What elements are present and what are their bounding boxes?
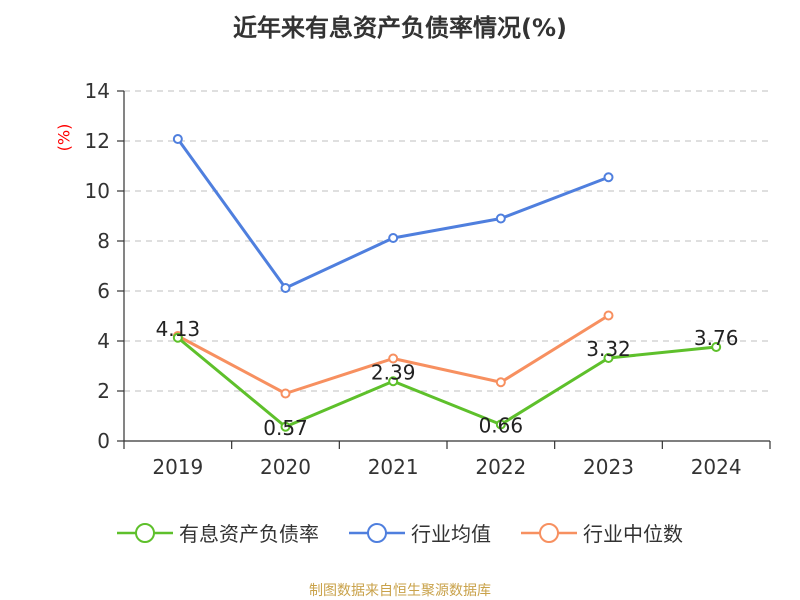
data-point (172, 332, 183, 343)
data-label: 2.39 (371, 360, 416, 384)
data-label: 4.13 (156, 317, 201, 341)
legend-item[interactable]: 有息资产负债率 (117, 518, 319, 547)
data-source-note: 制图数据来自恒生聚源数据库 (309, 583, 491, 599)
legend-swatch-icon (117, 522, 173, 543)
legend-item[interactable]: 行业均值 (349, 518, 491, 547)
y-tick-label: 6 (97, 279, 110, 303)
legend-swatch-icon (349, 522, 405, 543)
data-point (388, 353, 399, 364)
y-tick-label: 12 (85, 129, 110, 153)
line-chart: 0 2 4 6 8 10 12 14 2019 2020 2021 2022 2023 2024 4.13… (85, 79, 771, 479)
x-tick-label: 2022 (475, 455, 526, 479)
legend-label: 有息资产负债率 (179, 522, 319, 546)
y-tick-label: 4 (97, 329, 110, 353)
y-tick-label: 2 (97, 379, 110, 403)
y-tick-label: 8 (97, 229, 110, 253)
data-point (280, 283, 291, 293)
data-point (495, 377, 506, 388)
series-line (176, 336, 717, 429)
data-point (603, 172, 614, 183)
data-point (495, 419, 506, 430)
data-label: 3.32 (586, 337, 631, 361)
legend-label: 行业均值 (411, 522, 491, 546)
legend-item[interactable]: 行业中位数 (521, 518, 683, 547)
data-point (388, 376, 399, 387)
data-label: 3.76 (694, 326, 739, 350)
data-point (172, 134, 183, 144)
data-point (603, 310, 614, 321)
y-tick-label: 14 (85, 79, 110, 103)
grid-lines (124, 90, 770, 392)
legend-swatch-icon (521, 522, 577, 543)
data-point (495, 213, 506, 224)
legend-label: 行业中位数 (583, 522, 683, 546)
data-point (711, 342, 722, 352)
data-label: 0.66 (479, 414, 524, 438)
series-lines (172, 134, 722, 432)
data-point (280, 388, 291, 399)
y-tick-label: 10 (85, 179, 110, 203)
data-point (280, 421, 291, 432)
x-tick-label: 2024 (691, 455, 742, 479)
data-point (603, 353, 614, 363)
data-point (388, 233, 399, 243)
data-label: 0.57 (263, 416, 308, 440)
legend: 有息资产负债率 行业均值 行业中位数 (0, 518, 800, 547)
x-tick-label: 2023 (583, 455, 634, 479)
axes: 0 2 4 6 8 10 12 14 2019 2020 2021 2022 2023 2024 (85, 79, 771, 479)
chart-title: 近年来有息资产负债率情况(%) (233, 14, 567, 42)
x-tick-label: 2019 (152, 455, 203, 479)
x-tick-label: 2020 (260, 455, 311, 479)
y-tick-label: 0 (97, 429, 110, 453)
x-tick-label: 2021 (368, 455, 419, 479)
series-line (176, 138, 610, 290)
data-labels: 4.13 0.57 2.39 0.66 3.32 3.76 (156, 317, 739, 440)
